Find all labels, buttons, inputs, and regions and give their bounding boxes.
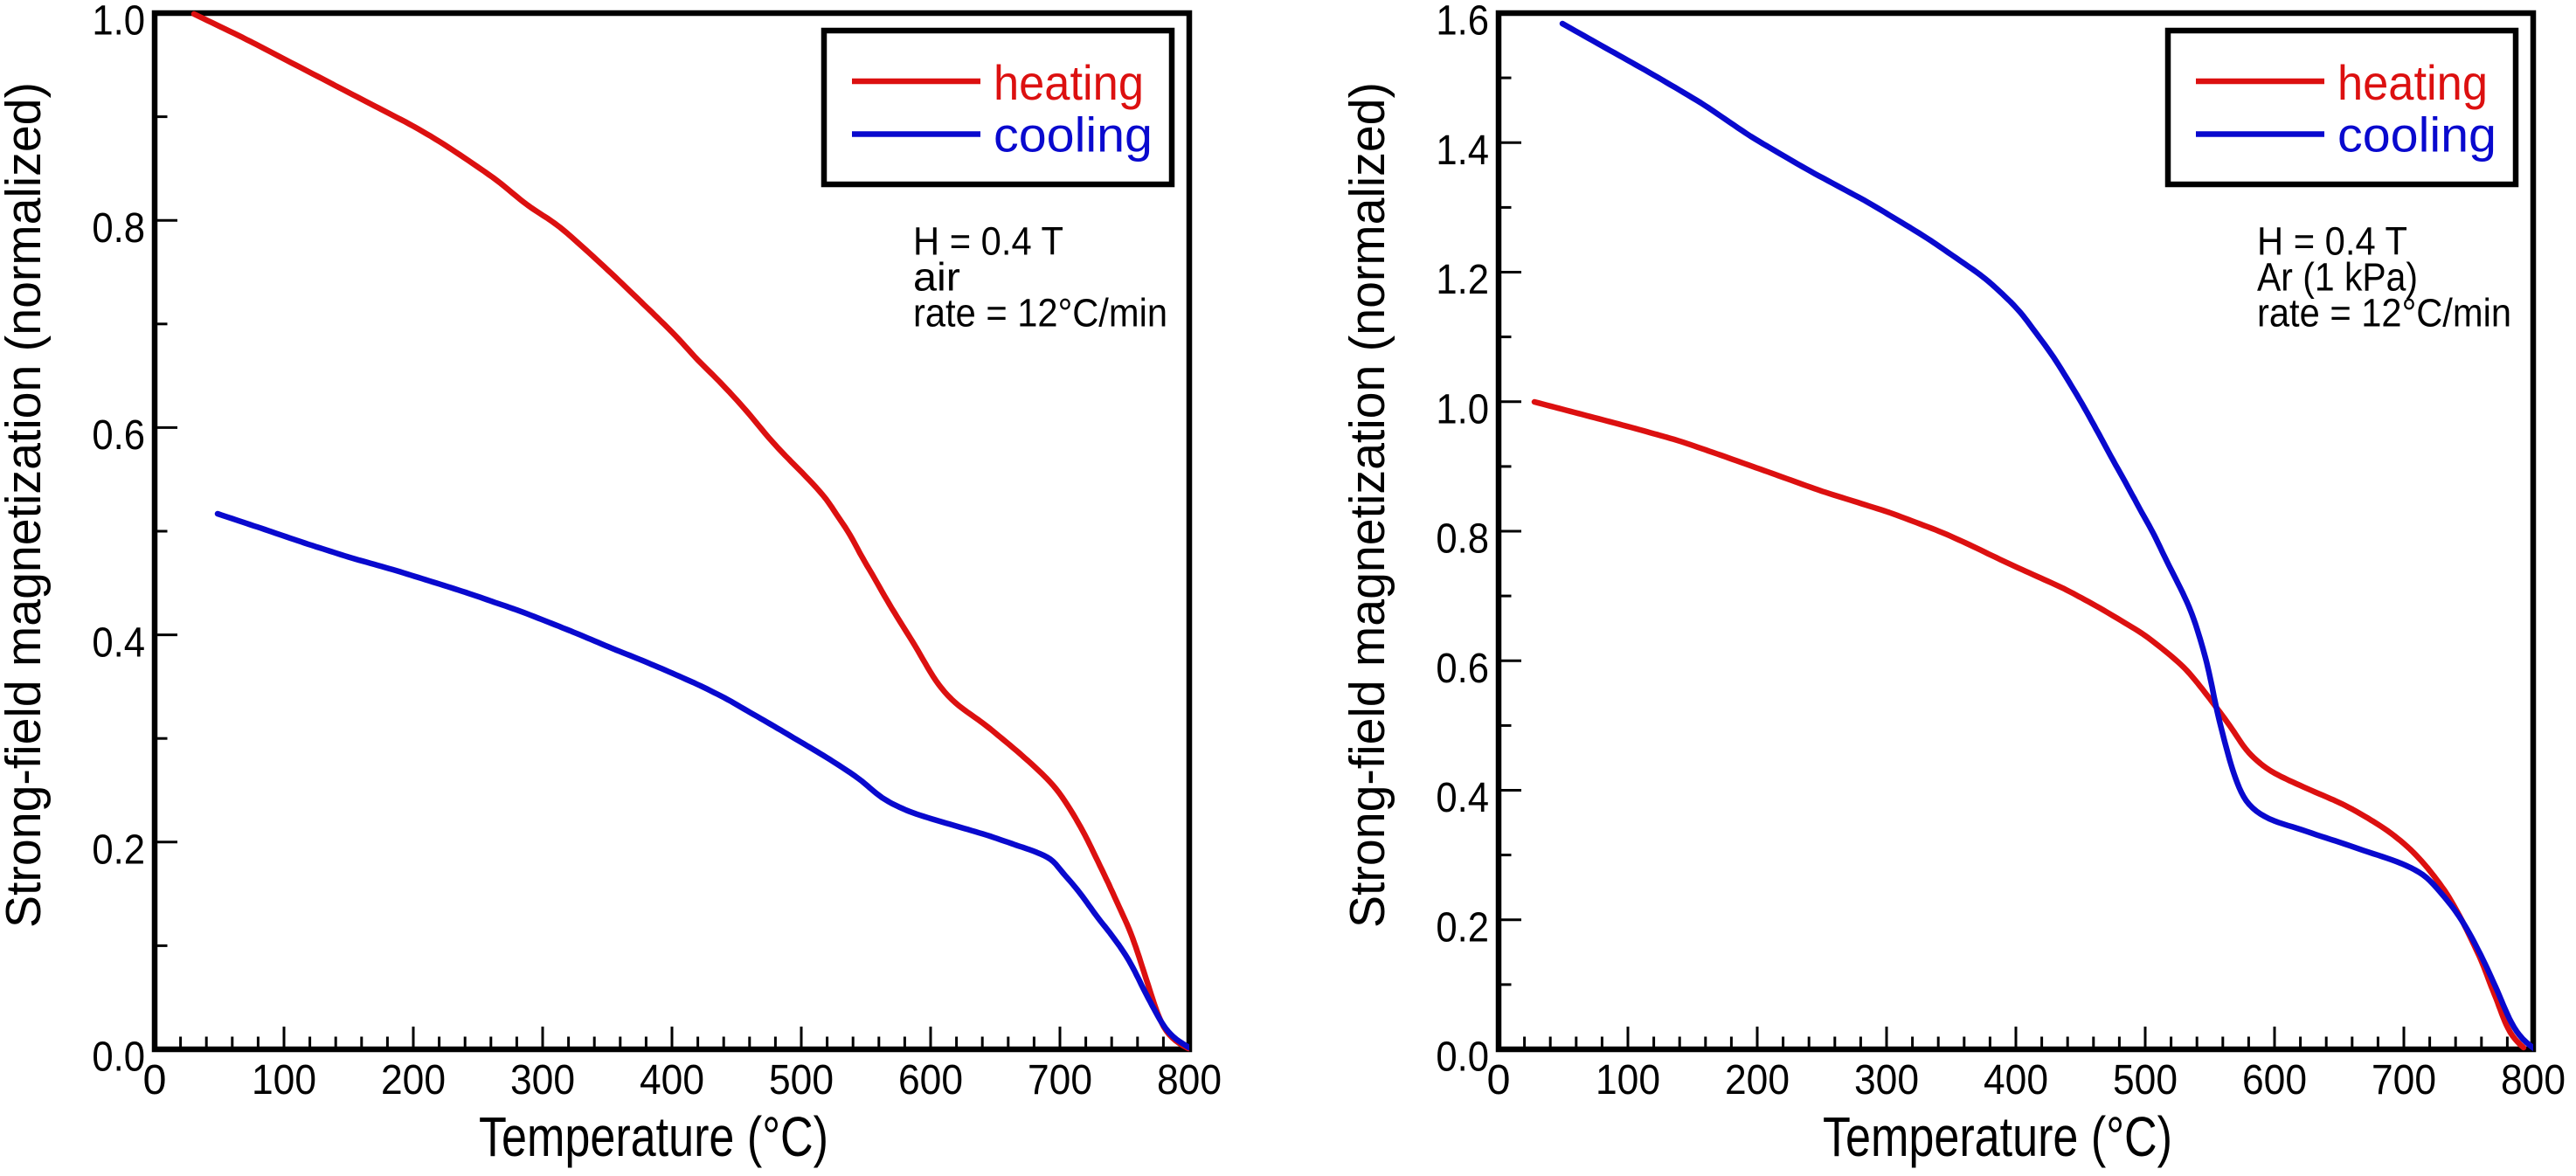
svg-text:Temperature (°C): Temperature (°C)	[1823, 1105, 2172, 1168]
svg-text:300: 300	[510, 1056, 575, 1103]
svg-text:0: 0	[1487, 1056, 1511, 1103]
svg-text:600: 600	[2242, 1056, 2307, 1103]
svg-text:200: 200	[381, 1056, 446, 1103]
svg-text:1.0: 1.0	[1436, 384, 1489, 432]
svg-text:0: 0	[143, 1056, 167, 1103]
svg-text:cooling: cooling	[2337, 107, 2496, 163]
svg-text:rate = 12°C/min: rate = 12°C/min	[913, 291, 1167, 336]
svg-text:400: 400	[640, 1056, 704, 1103]
svg-text:Ar (1 kPa): Ar (1 kPa)	[2257, 255, 2418, 300]
svg-text:1.0: 1.0	[92, 0, 145, 44]
svg-text:0.6: 0.6	[92, 411, 145, 459]
svg-text:800: 800	[2501, 1056, 2566, 1103]
svg-text:0.2: 0.2	[92, 825, 145, 873]
svg-text:0.4: 0.4	[1436, 773, 1489, 821]
svg-text:heating: heating	[2337, 55, 2488, 110]
svg-text:600: 600	[898, 1056, 963, 1103]
svg-text:H = 0.4 T: H = 0.4 T	[2257, 219, 2407, 264]
svg-text:1.2: 1.2	[1436, 255, 1489, 303]
svg-text:heating: heating	[994, 55, 1144, 110]
svg-text:Strong-field magnetization (no: Strong-field magnetization (normalized)	[0, 82, 52, 928]
svg-text:Strong-field magnetization (no: Strong-field magnetization (normalized)	[1340, 82, 1395, 928]
svg-text:800: 800	[1157, 1056, 1222, 1103]
svg-text:0.0: 0.0	[1436, 1033, 1489, 1081]
svg-text:0.6: 0.6	[1436, 644, 1489, 692]
svg-text:Temperature (°C): Temperature (°C)	[479, 1105, 828, 1168]
svg-text:0.2: 0.2	[1436, 903, 1489, 951]
svg-text:300: 300	[1854, 1056, 1919, 1103]
svg-text:cooling: cooling	[994, 107, 1153, 163]
svg-text:0.4: 0.4	[92, 618, 145, 666]
svg-text:1.4: 1.4	[1436, 126, 1489, 174]
svg-text:500: 500	[2113, 1056, 2178, 1103]
svg-text:500: 500	[769, 1056, 834, 1103]
svg-text:rate = 12°C/min: rate = 12°C/min	[2257, 291, 2511, 336]
svg-text:700: 700	[1028, 1056, 1092, 1103]
svg-text:700: 700	[2372, 1056, 2436, 1103]
svg-text:400: 400	[1984, 1056, 2048, 1103]
svg-text:H = 0.4 T: H = 0.4 T	[913, 219, 1063, 264]
svg-text:0.8: 0.8	[1436, 515, 1489, 563]
svg-text:100: 100	[1596, 1056, 1660, 1103]
svg-text:0.8: 0.8	[92, 204, 145, 252]
svg-text:100: 100	[252, 1056, 316, 1103]
svg-text:air: air	[913, 255, 960, 300]
svg-text:200: 200	[1725, 1056, 1790, 1103]
svg-text:1.6: 1.6	[1436, 0, 1489, 44]
svg-text:0.0: 0.0	[92, 1033, 145, 1081]
